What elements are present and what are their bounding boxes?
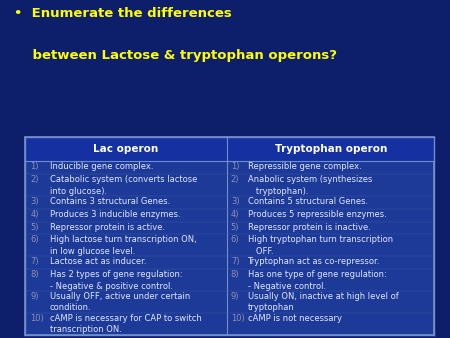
Text: Has 2 types of gene regulation:
- Negative & positive control.: Has 2 types of gene regulation: - Negati… <box>50 270 182 291</box>
Text: 10): 10) <box>30 314 44 323</box>
Text: 8): 8) <box>30 270 39 279</box>
Text: Lac operon: Lac operon <box>94 144 158 154</box>
Text: 4): 4) <box>231 210 239 219</box>
Text: Usually OFF, active under certain
condition.: Usually OFF, active under certain condit… <box>50 292 190 312</box>
Text: Has one type of gene regulation:
- Negative control.: Has one type of gene regulation: - Negat… <box>248 270 386 291</box>
Text: Usually ON, inactive at high level of
tryptophan: Usually ON, inactive at high level of tr… <box>248 292 398 312</box>
Text: Lactose act as inducer.: Lactose act as inducer. <box>50 257 146 266</box>
Text: 2): 2) <box>231 175 239 184</box>
Text: Produces 5 repressible enzymes.: Produces 5 repressible enzymes. <box>248 210 386 219</box>
Text: Inducible gene complex.: Inducible gene complex. <box>50 162 153 171</box>
Text: •  Enumerate the differences: • Enumerate the differences <box>14 7 231 20</box>
Text: 9): 9) <box>30 292 39 301</box>
Text: High lactose turn transcription ON,
in low glucose level.: High lactose turn transcription ON, in l… <box>50 236 196 256</box>
Text: 7): 7) <box>231 257 239 266</box>
Text: Contains 5 structural Genes.: Contains 5 structural Genes. <box>248 197 368 206</box>
Text: 4): 4) <box>30 210 39 219</box>
Text: 7): 7) <box>30 257 39 266</box>
Text: cAMP is not necessary: cAMP is not necessary <box>248 314 342 323</box>
Bar <box>227 137 434 161</box>
Text: Repressible gene complex.: Repressible gene complex. <box>248 162 361 171</box>
Text: Repressor protein is active.: Repressor protein is active. <box>50 223 165 232</box>
Text: High tryptophan turn transcription
   OFF.: High tryptophan turn transcription OFF. <box>248 236 392 256</box>
Text: Repressor protein is inactive.: Repressor protein is inactive. <box>248 223 370 232</box>
Text: 5): 5) <box>30 223 39 232</box>
Text: 3): 3) <box>30 197 39 206</box>
Text: Catabolic system (converts lactose
into glucose).: Catabolic system (converts lactose into … <box>50 175 197 196</box>
Text: Tryptophan act as co-repressor.: Tryptophan act as co-repressor. <box>248 257 380 266</box>
Text: 10): 10) <box>231 314 245 323</box>
Text: 3): 3) <box>231 197 239 206</box>
Text: 8): 8) <box>231 270 239 279</box>
Text: 6): 6) <box>30 236 39 244</box>
Text: 1): 1) <box>231 162 239 171</box>
Text: 5): 5) <box>231 223 239 232</box>
Text: Tryptophan operon: Tryptophan operon <box>274 144 387 154</box>
Text: 6): 6) <box>231 236 239 244</box>
Text: cAMP is necessary for CAP to switch
transcription ON.: cAMP is necessary for CAP to switch tran… <box>50 314 201 334</box>
Bar <box>25 137 434 335</box>
Text: Contains 3 structural Genes.: Contains 3 structural Genes. <box>50 197 170 206</box>
Text: 1): 1) <box>30 162 39 171</box>
Text: 9): 9) <box>231 292 239 301</box>
Bar <box>25 137 227 161</box>
Text: Produces 3 inducible enzymes.: Produces 3 inducible enzymes. <box>50 210 180 219</box>
Text: Anabolic system (synthesizes
   tryptophan).: Anabolic system (synthesizes tryptophan)… <box>248 175 372 196</box>
Text: between Lactose & tryptophan operons?: between Lactose & tryptophan operons? <box>14 49 337 62</box>
Text: 2): 2) <box>30 175 39 184</box>
